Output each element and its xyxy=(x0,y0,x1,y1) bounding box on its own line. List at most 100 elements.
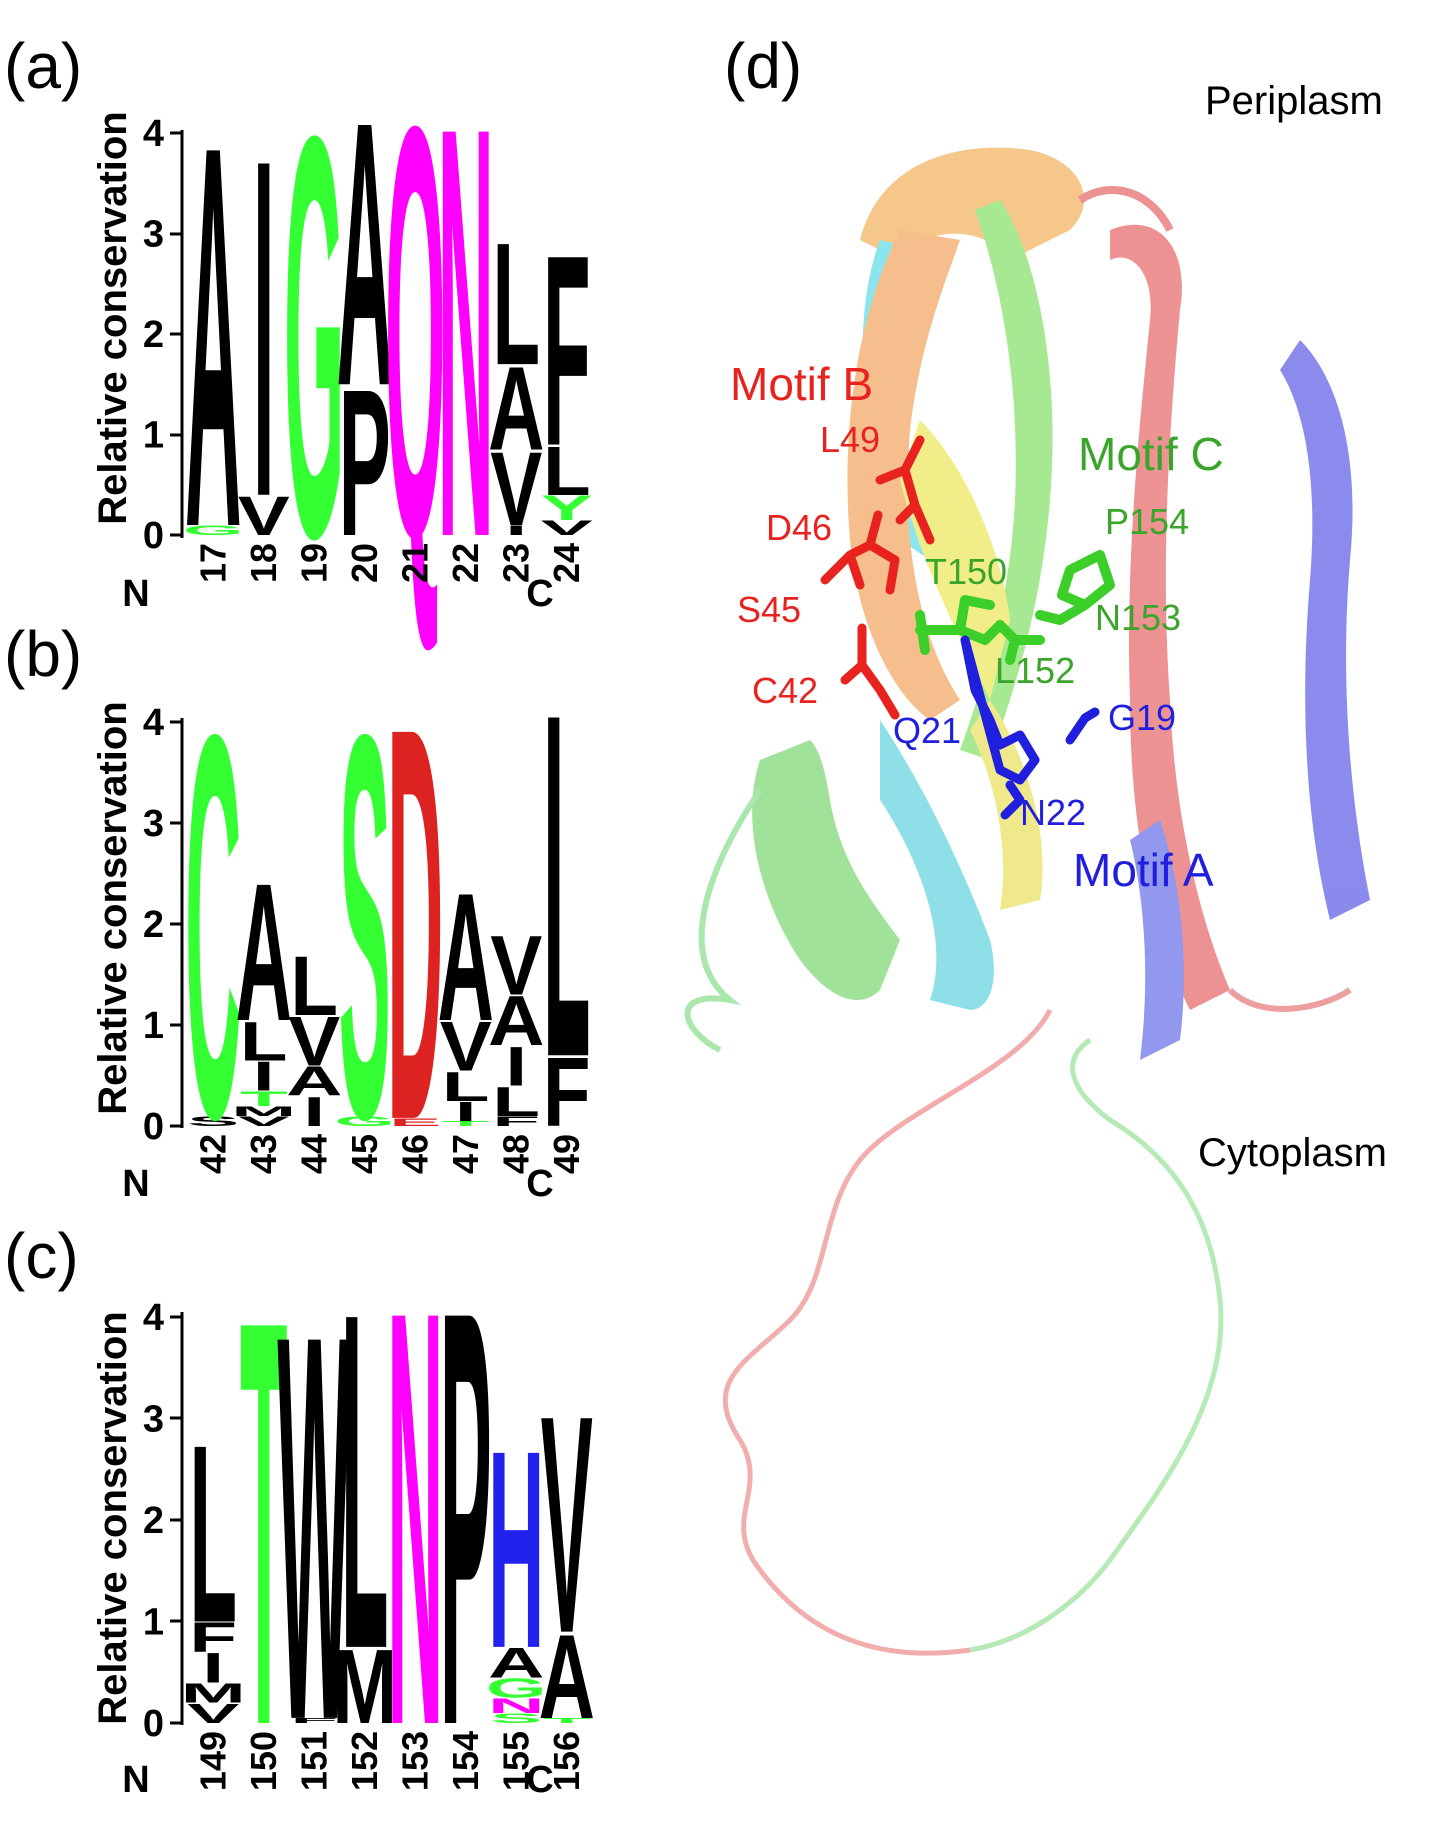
x-tick-label: 48 xyxy=(495,1134,536,1174)
helix-yellow-center xyxy=(900,420,1010,700)
x-tick-label: 151 xyxy=(293,1731,334,1791)
n-terminus-a: N xyxy=(122,573,149,615)
y-tick-label: 3 xyxy=(143,1399,164,1441)
residue-label-c42: C42 xyxy=(752,670,818,711)
helix-blue-right xyxy=(1280,340,1370,920)
y-tick-label: 4 xyxy=(143,702,164,744)
y-tick-label: 2 xyxy=(143,314,164,356)
logo-letter: F xyxy=(492,1113,540,1129)
logo-letter: A xyxy=(337,44,393,465)
logo-letter: A xyxy=(236,843,292,1062)
residue-label-s45: S45 xyxy=(737,589,801,630)
logo-letter: F xyxy=(290,1717,338,1725)
panel-label-d: (d) xyxy=(724,30,802,102)
x-tick-label: 155 xyxy=(495,1731,536,1791)
helix-green-left xyxy=(752,740,900,1000)
x-tick-label: 149 xyxy=(192,1731,233,1791)
n-terminus-c: N xyxy=(122,1759,149,1801)
logo-letter: I xyxy=(253,61,275,598)
logo-letter: M xyxy=(332,1627,397,1745)
x-ticks-c: 149 150 151 152 153 154 155 156 xyxy=(192,1731,587,1791)
logo-letter: V xyxy=(490,430,542,548)
y-tick-label: 3 xyxy=(143,214,164,256)
logo-letter: G xyxy=(183,522,244,538)
y-tick-label: 2 xyxy=(143,1500,164,1542)
x-tick-label: 153 xyxy=(394,1731,435,1791)
panel-label-c: (c) xyxy=(4,1220,79,1292)
helix-yellow-lower xyxy=(970,700,1043,910)
logo-letter: S xyxy=(339,620,391,1232)
y-tick-label: 1 xyxy=(143,1602,164,1644)
y-axis-label-b: Relative conservation xyxy=(91,701,135,1115)
logo-letter: L xyxy=(492,207,540,402)
logo-letter: T xyxy=(442,1120,490,1128)
logo-letter: N xyxy=(488,1694,544,1718)
x-tick-label: 20 xyxy=(344,543,385,583)
logo-letter: D xyxy=(387,609,443,1237)
logo-letter: T xyxy=(240,1202,288,1837)
logo-letter: P xyxy=(339,347,391,580)
residue-label-l49: L49 xyxy=(820,419,880,460)
y-ticks-a: 0 1 2 3 4 xyxy=(143,113,164,557)
logo-letter: L xyxy=(341,1213,389,1749)
logo-letter: F xyxy=(189,1614,237,1661)
motif-a-label: Motif A xyxy=(1073,844,1214,896)
x-tick-label: 49 xyxy=(546,1134,587,1174)
logo-letter: V xyxy=(541,1350,593,1697)
logo-letter: P xyxy=(440,1189,492,1837)
logo-letter: V xyxy=(541,516,593,539)
residue-label-d46: D46 xyxy=(766,507,832,548)
logo-letter: V xyxy=(490,920,542,1013)
motif-b-sticks xyxy=(820,435,935,720)
residue-label-t150: T150 xyxy=(925,551,1007,592)
y-tick-label: 0 xyxy=(143,515,164,557)
c-terminus-c: C xyxy=(526,1759,553,1801)
logo-letter: C xyxy=(185,620,241,1232)
logo-letter: L xyxy=(290,940,338,1033)
loop-bottom-red xyxy=(722,1008,1053,1656)
logo-letter: L xyxy=(543,613,591,1161)
c-terminus-b: C xyxy=(526,1163,553,1205)
structure-panel-d: (d) Periplasm Cytoplasm xyxy=(684,30,1387,1656)
x-tick-label: 22 xyxy=(445,543,486,583)
x-tick-label: 23 xyxy=(495,543,536,583)
y-axis-label-a: Relative conservation xyxy=(91,111,135,525)
logo-letter: S xyxy=(187,1113,239,1129)
residue-q21-stick xyxy=(960,635,1040,785)
residue-l152-stick xyxy=(995,620,1045,665)
logo-letter: I xyxy=(505,1035,527,1098)
x-ticks-b: 42 43 44 45 46 47 48 49 xyxy=(192,1134,587,1174)
logo-letter: V xyxy=(238,1113,290,1129)
motif-a-sticks xyxy=(960,635,1100,820)
motif-c-label: Motif C xyxy=(1078,428,1224,480)
logo-letter: G xyxy=(284,17,345,657)
y-tick-label: 1 xyxy=(143,415,164,457)
logo-letter: G xyxy=(486,1673,547,1704)
cytoplasm-label: Cytoplasm xyxy=(1198,1131,1387,1175)
y-axis-title-c: Relative conservation xyxy=(91,1311,135,1725)
logo-letter: I xyxy=(303,1088,325,1135)
logo-letter: V xyxy=(238,486,290,548)
loop-top-red xyxy=(1077,186,1174,232)
x-tick-label: 150 xyxy=(243,1731,284,1791)
residue-label-l152: L152 xyxy=(995,650,1075,691)
x-ticks-a: 17 18 19 20 21 22 23 24 xyxy=(192,543,587,583)
logo-letter: M xyxy=(181,1678,246,1709)
x-tick-label: 19 xyxy=(293,543,334,583)
logo-letter: L xyxy=(492,1078,540,1125)
logo-letter: S xyxy=(490,1710,542,1726)
x-tick-label: 24 xyxy=(546,543,587,583)
y-ticks-b: 0 1 2 3 4 xyxy=(143,702,164,1148)
residue-l49-stick xyxy=(875,435,935,545)
logo-letter: Y xyxy=(541,488,593,527)
logo-letter: A xyxy=(438,855,494,1059)
x-tick-label: 152 xyxy=(344,1731,385,1791)
helix-green-center xyxy=(960,200,1053,760)
loop-bottom-green xyxy=(969,1037,1224,1653)
logo-letter: A xyxy=(488,1640,544,1687)
y-tick-label: 3 xyxy=(143,803,164,845)
